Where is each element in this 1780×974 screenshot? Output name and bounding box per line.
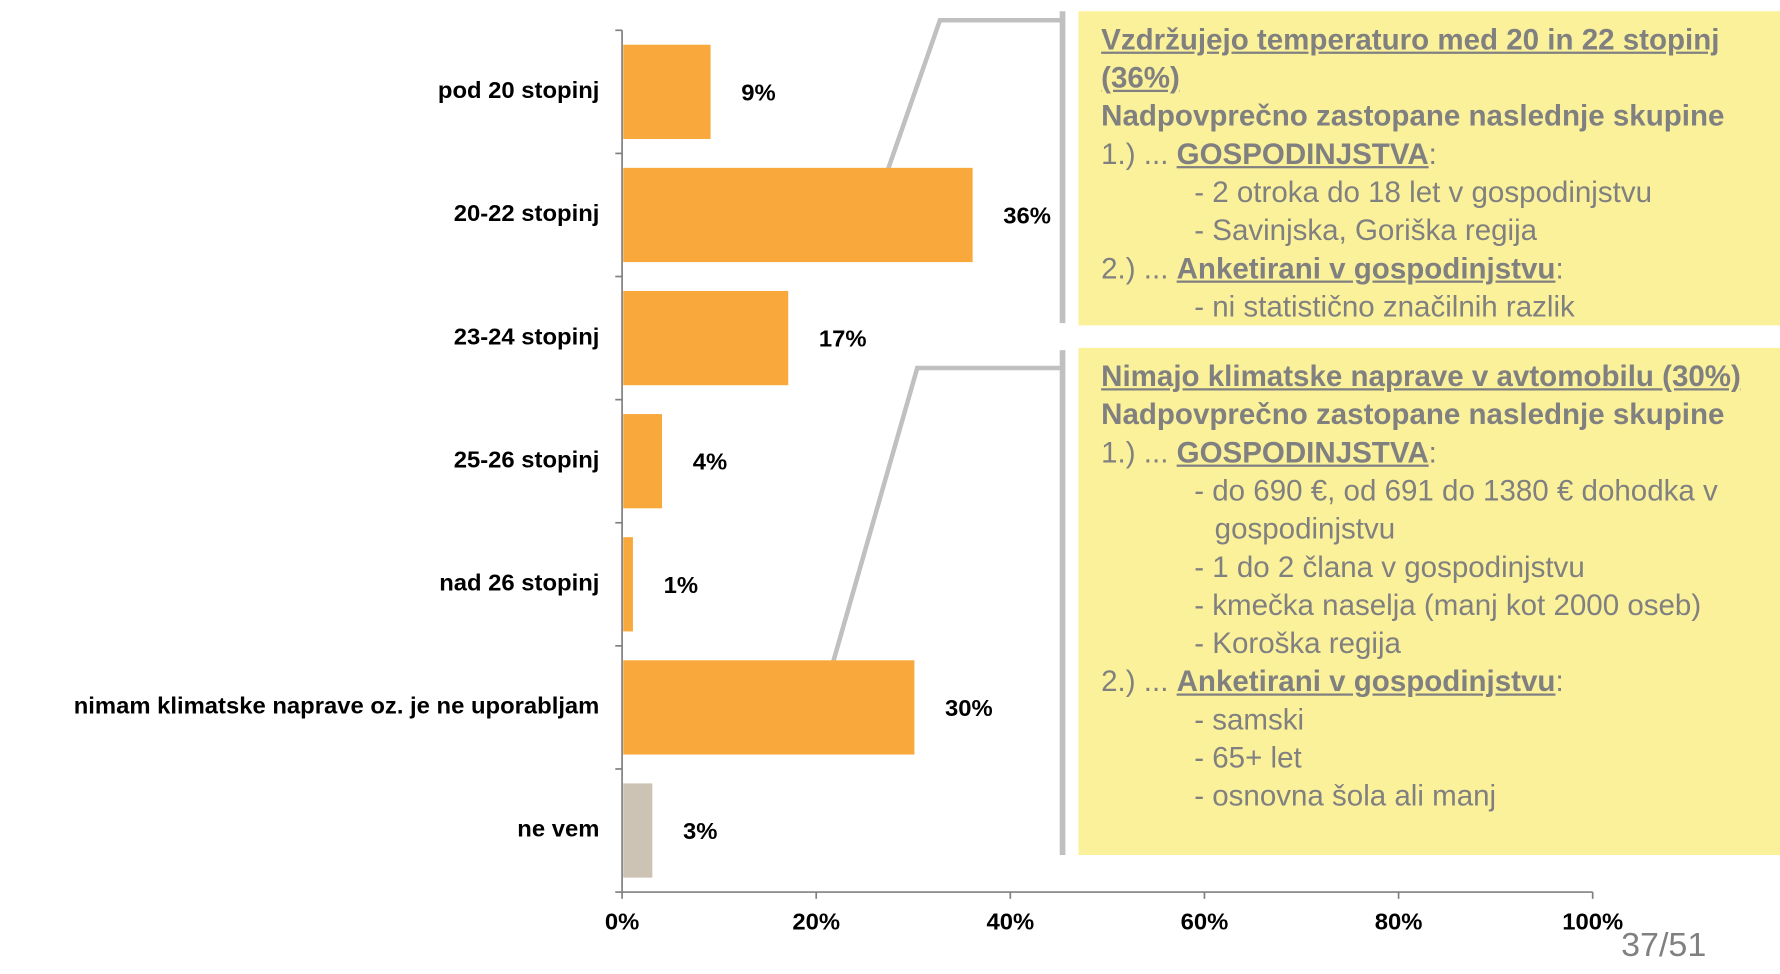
group-line: - 2 otroka do 18 let v gospodinjstvu: [1194, 175, 1652, 209]
category-label: 23-24 stopinj: [454, 324, 600, 350]
group-line: - kmečka naselja (manj kot 2000 oseb): [1194, 587, 1702, 622]
group-heading: GOSPODINJSTVA: [1176, 136, 1429, 171]
group-row: 2.) ... Anketirani v gospodinjstvu:: [1101, 249, 1780, 287]
callout-title: Vzdržujejo temperaturo med 20 in 22 stop…: [1101, 22, 1720, 95]
x-tick-label: 20%: [792, 910, 840, 936]
bar: [623, 414, 663, 509]
x-tick-label: 100%: [1562, 910, 1623, 936]
x-tick-label: 0%: [605, 910, 639, 936]
bar: [623, 537, 633, 632]
group-suffix: :: [1555, 664, 1564, 698]
group-line: - Koroška regija: [1194, 626, 1401, 660]
group-row: 1.) ... GOSPODINJSTVA:: [1101, 135, 1780, 173]
bar: [623, 167, 973, 263]
callout-box: Vzdržujejo temperaturo med 20 in 22 stop…: [1078, 11, 1780, 326]
group-heading: Anketirani v gospodinjstvu: [1176, 664, 1556, 698]
value-label: 30%: [945, 696, 993, 722]
group-heading: GOSPODINJSTVA: [1176, 435, 1429, 470]
callout-box: Nimajo klimatske naprave v avtomobilu (3…: [1078, 347, 1780, 856]
group-row: 2.) ... Anketirani v gospodinjstvu:: [1101, 662, 1780, 700]
x-tick-label: 60%: [1181, 910, 1229, 936]
group-line: - 1 do 2 člana v gospodinjstvu: [1194, 549, 1585, 584]
bar: [623, 783, 653, 878]
group-prefix: 1.) ...: [1101, 136, 1169, 171]
group-suffix: :: [1428, 136, 1437, 171]
category-label: pod 20 stopinj: [438, 78, 599, 104]
category-label: nad 26 stopinj: [439, 571, 599, 597]
group-prefix: 2.) ...: [1101, 664, 1169, 698]
value-label: 3%: [683, 819, 717, 845]
callout-title: Nimajo klimatske naprave v avtomobilu (3…: [1101, 359, 1741, 393]
connector: [877, 17, 1063, 194]
group-prefix: 1.) ...: [1101, 435, 1169, 470]
callout-subtitle: Nadpovprečno zastopane naslednje skupine: [1101, 98, 1725, 133]
bar: [623, 290, 789, 386]
group-prefix: 2.) ...: [1101, 251, 1169, 286]
category-label: ne vem: [517, 817, 599, 843]
category-label: 25-26 stopinj: [454, 448, 600, 474]
value-label: 1%: [664, 573, 698, 599]
category-label: 20-22 stopinj: [454, 201, 600, 227]
x-tick-label: 40%: [986, 910, 1034, 936]
group-suffix: :: [1555, 251, 1564, 286]
category-label: nimam klimatske naprave oz. je ne uporab…: [74, 694, 600, 720]
group-line: - ni statistično značilnih razlik: [1194, 289, 1575, 324]
group-heading: Anketirani v gospodinjstvu: [1176, 251, 1556, 286]
group-suffix: :: [1428, 435, 1437, 470]
x-tick-label: 80%: [1375, 910, 1423, 936]
group-line: - 65+ let: [1194, 740, 1302, 775]
bar: [623, 660, 915, 755]
value-label: 17%: [819, 327, 867, 353]
page-number: 37/51: [1621, 926, 1707, 964]
connector: [821, 365, 1063, 695]
value-label: 36%: [1003, 204, 1051, 230]
callout-subtitle: Nadpovprečno zastopane naslednje skupine: [1101, 397, 1725, 431]
group-line: - osnovna šola ali manj: [1194, 778, 1497, 813]
group-row: 1.) ... GOSPODINJSTVA:: [1101, 433, 1780, 471]
group-line: - Savinjska, Goriška regija: [1194, 213, 1538, 247]
value-label: 9%: [741, 80, 775, 106]
group-line: - samski: [1194, 702, 1305, 737]
group-line: - do 690 €, od 691 do 1380 € dohodka v g…: [1194, 473, 1718, 546]
value-label: 4%: [693, 450, 727, 476]
bar: [623, 44, 711, 139]
